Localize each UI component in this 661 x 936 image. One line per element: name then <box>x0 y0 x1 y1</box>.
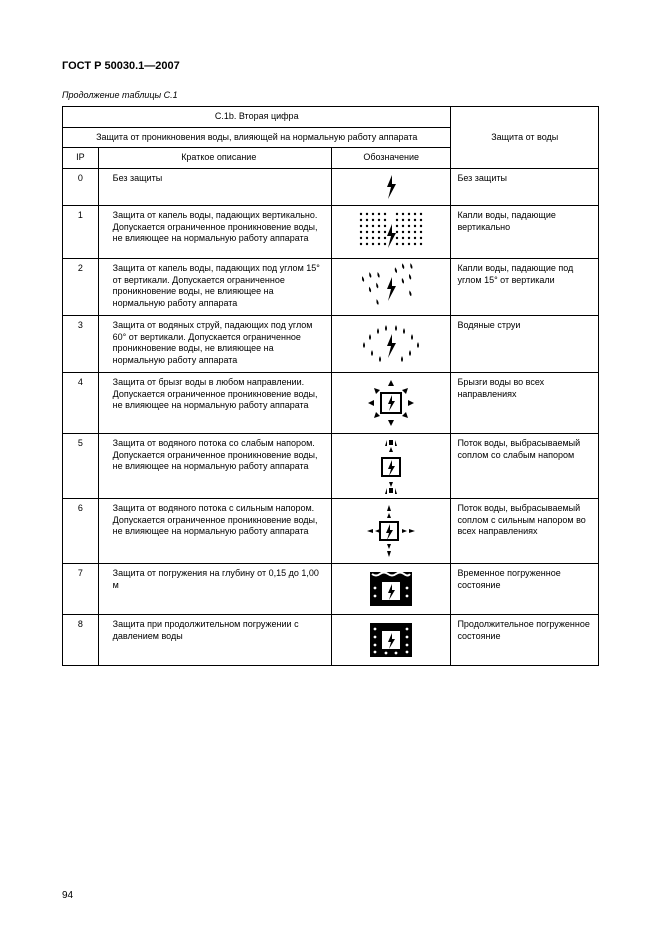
immersion-temp-icon <box>366 568 416 610</box>
header-span: C.1b. Вторая цифра <box>63 107 451 128</box>
angled-drops-icon <box>356 263 426 311</box>
bolt-icon <box>381 173 401 201</box>
ip-cell: 7 <box>63 564 99 615</box>
ip-water-table: C.1b. Вторая цифра Защита от воды Защита… <box>62 106 599 666</box>
icon-cell-5 <box>331 434 451 499</box>
ip-cell: 1 <box>63 206 99 259</box>
page-number: 94 <box>62 890 73 901</box>
table-row: 8 Защита при продолжительном погружении … <box>63 615 599 666</box>
ip-cell: 0 <box>63 169 99 206</box>
header-ip: IP <box>63 148 99 169</box>
table-caption: Продолжение таблицы С.1 <box>62 90 599 100</box>
header-sub: Защита от проникновения воды, влияющей н… <box>63 127 451 148</box>
ip-cell: 4 <box>63 373 99 434</box>
table-row: 3 Защита от водяных струй, падающих под … <box>63 316 599 373</box>
prot-cell: Брызги воды во всех направлениях <box>451 373 599 434</box>
desc-cell: Защита от капель воды, падающих верти­ка… <box>98 206 331 259</box>
icon-cell-2 <box>331 259 451 316</box>
table-row: 2 Защита от капель воды, падающих под уг… <box>63 259 599 316</box>
table-row: 7 Защита от погружения на глубину от 0,1… <box>63 564 599 615</box>
splash-all-icon <box>363 377 419 429</box>
spray-icon <box>356 320 426 368</box>
desc-cell: Защита от водяного потока со слабым на­п… <box>98 434 331 499</box>
document-id: ГОСТ Р 50030.1—2007 <box>62 60 599 72</box>
icon-cell-4 <box>331 373 451 434</box>
header-protection: Защита от воды <box>451 107 599 169</box>
header-desc: Краткое описание <box>98 148 331 169</box>
desc-cell: Защита от брызг воды в любом направле­ни… <box>98 373 331 434</box>
desc-cell: Без защиты <box>98 169 331 206</box>
prot-cell: Поток воды, выбрасы­ваемый соплом с силь… <box>451 499 599 564</box>
icon-cell-7 <box>331 564 451 615</box>
ip-cell: 3 <box>63 316 99 373</box>
ip-cell: 8 <box>63 615 99 666</box>
jet-weak-icon <box>369 438 413 494</box>
ip-cell: 2 <box>63 259 99 316</box>
prot-cell: Продолжительное по­груженное состояние <box>451 615 599 666</box>
table-row: 1 Защита от капель воды, падающих верти­… <box>63 206 599 259</box>
prot-cell: Поток воды, выбрасы­ваемый соплом со сла… <box>451 434 599 499</box>
table-row: 6 Защита от водяного потока с сильным на… <box>63 499 599 564</box>
jet-strong-icon <box>363 503 419 559</box>
icon-cell-0 <box>331 169 451 206</box>
desc-cell: Защита от капель воды, падающих под уг­л… <box>98 259 331 316</box>
prot-cell: Капли воды, падающие под углом 15° от ве… <box>451 259 599 316</box>
desc-cell: Защита при продолжительном погружении с … <box>98 615 331 666</box>
prot-cell: Капли воды, падающие вертикально <box>451 206 599 259</box>
header-icon: Обозначение <box>331 148 451 169</box>
ip-cell: 5 <box>63 434 99 499</box>
icon-cell-6 <box>331 499 451 564</box>
icon-cell-3 <box>331 316 451 373</box>
prot-cell: Временное погружен­ное состояние <box>451 564 599 615</box>
vertical-drops-icon <box>356 210 426 254</box>
table-row: 5 Защита от водяного потока со слабым на… <box>63 434 599 499</box>
table-row: 0 Без защиты Без защиты <box>63 169 599 206</box>
immersion-cont-icon <box>366 619 416 661</box>
ip-cell: 6 <box>63 499 99 564</box>
prot-cell: Водяные струи <box>451 316 599 373</box>
icon-cell-1 <box>331 206 451 259</box>
table-row: 4 Защита от брызг воды в любом направле­… <box>63 373 599 434</box>
icon-cell-8 <box>331 615 451 666</box>
desc-cell: Защита от водяного потока с сильным на­п… <box>98 499 331 564</box>
desc-cell: Защита от погружения на глубину от 0,15 … <box>98 564 331 615</box>
prot-cell: Без защиты <box>451 169 599 206</box>
desc-cell: Защита от водяных струй, падающих под уг… <box>98 316 331 373</box>
